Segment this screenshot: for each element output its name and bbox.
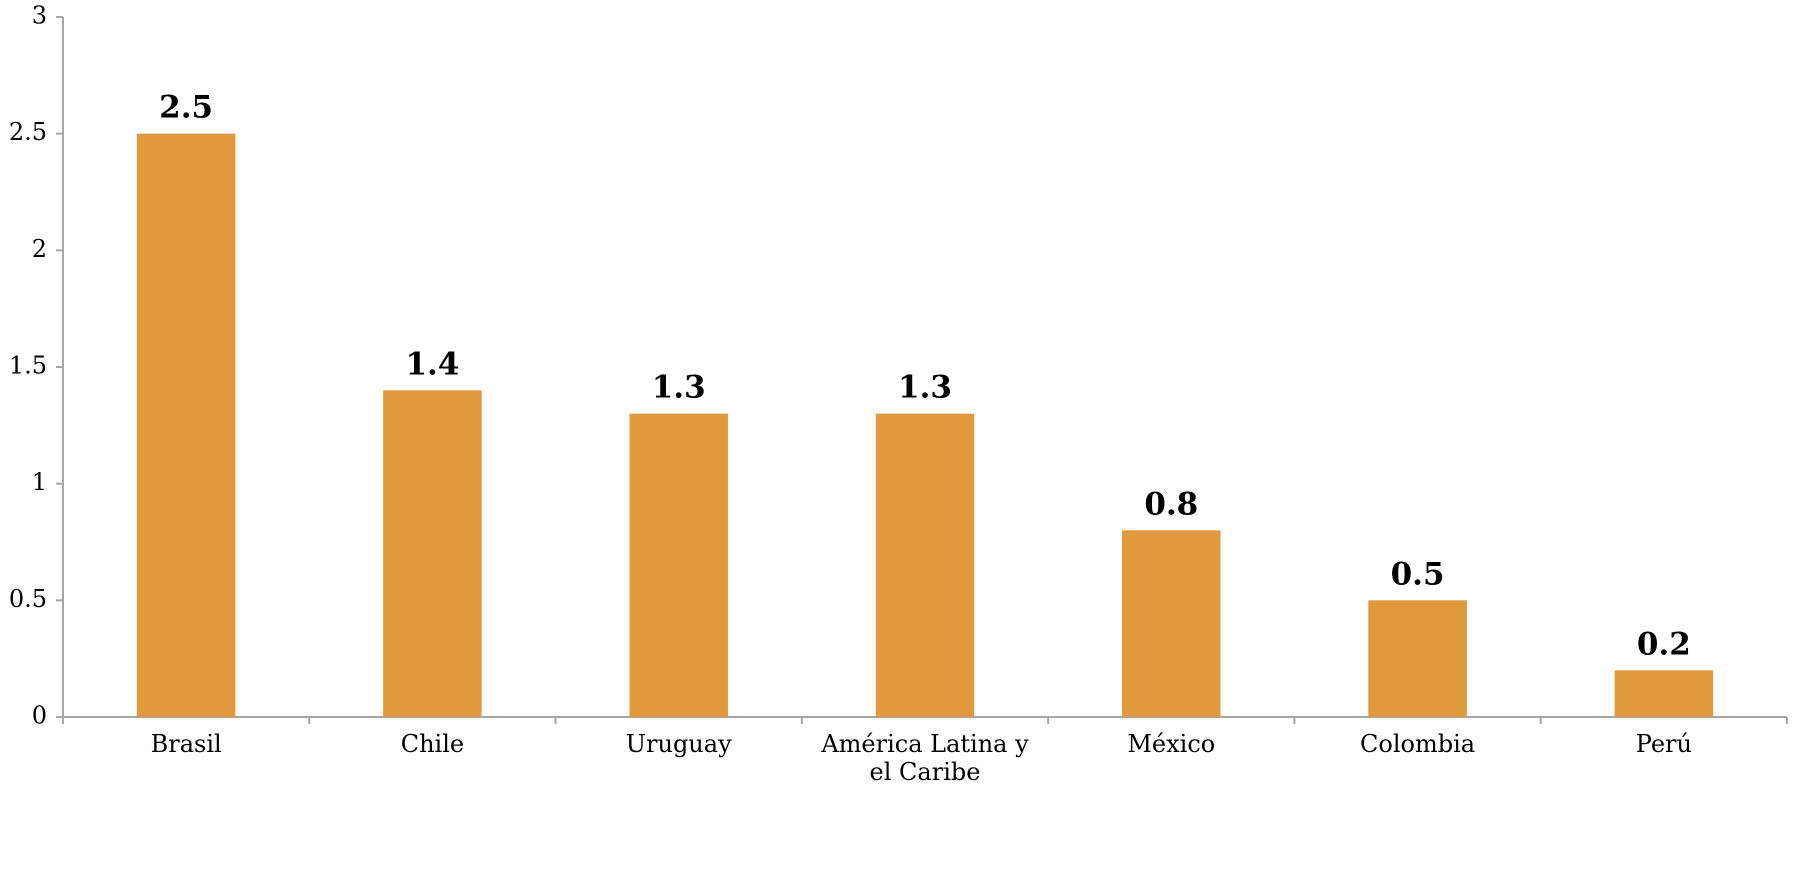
x-category-label: Uruguay: [626, 730, 732, 758]
x-category-label: Brasil: [151, 730, 222, 758]
y-tick-label: 3: [32, 2, 47, 30]
bar: [136, 133, 236, 717]
y-tick-label: 2: [32, 235, 47, 263]
y-tick-label: 1: [32, 468, 47, 496]
data-labels: 2.5 1.4 1.3 1.3 0.8 0.5 0.2: [159, 90, 1691, 663]
x-category-label: América Latina y: [820, 730, 1029, 758]
data-label: 0.2: [1637, 626, 1691, 662]
bar: [1368, 600, 1467, 717]
x-category-label: México: [1127, 730, 1215, 758]
y-tick-label: 2.5: [9, 118, 47, 146]
bar: [383, 390, 482, 717]
data-label: 1.3: [652, 370, 706, 406]
data-label: 0.8: [1144, 486, 1198, 522]
data-label: 0.5: [1391, 556, 1445, 592]
bars: [136, 133, 1714, 717]
bar: [1614, 670, 1714, 717]
bar: [629, 413, 728, 717]
bar: [875, 413, 975, 717]
y-tick-label: 0.5: [9, 585, 47, 613]
y-tick-label: 0: [32, 702, 47, 730]
data-label: 1.3: [898, 370, 952, 406]
y-axis: 0 0.5 1 1.5 2 2.5 3: [9, 2, 64, 730]
x-category-label: Perú: [1636, 730, 1692, 758]
x-axis: Brasil Chile Uruguay América Latina yel Car…: [62, 716, 1788, 786]
y-tick-label: 1.5: [9, 352, 47, 380]
bar: [1122, 530, 1221, 717]
x-category-label: el Caribe: [870, 758, 981, 786]
data-label: 1.4: [405, 346, 459, 382]
x-category-label: Chile: [401, 730, 464, 758]
data-label: 2.5: [159, 90, 213, 126]
x-category-label: Colombia: [1360, 730, 1475, 758]
